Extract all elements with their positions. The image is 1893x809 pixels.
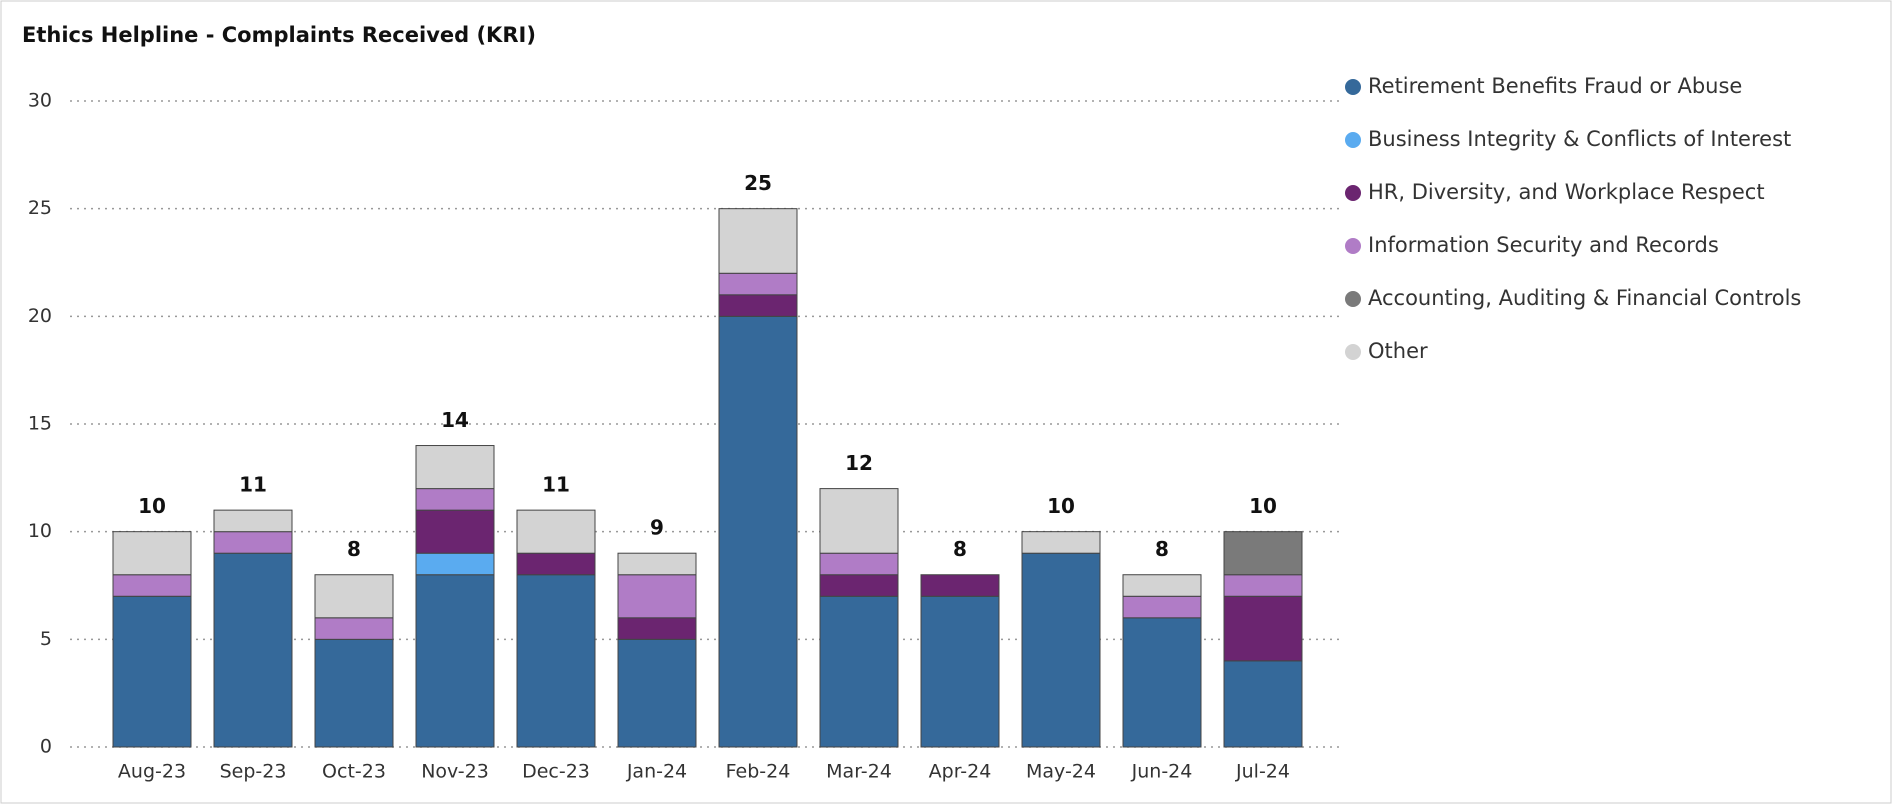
y-tick-label: 30 bbox=[28, 90, 52, 112]
bar-segment bbox=[718, 208, 798, 274]
total-label: 10 bbox=[1047, 494, 1075, 518]
bar-segment bbox=[415, 445, 495, 490]
legend-label: Business Integrity & Conflicts of Intere… bbox=[1368, 127, 1791, 151]
bar-segment bbox=[1021, 552, 1101, 748]
bar-segment bbox=[112, 595, 192, 748]
bar-segment bbox=[617, 638, 697, 748]
x-tick-label: Oct-23 bbox=[322, 761, 386, 783]
bar-segment bbox=[1122, 595, 1202, 619]
x-tick-label: Jun-24 bbox=[1131, 761, 1193, 783]
legend-label: Accounting, Auditing & Financial Control… bbox=[1368, 286, 1801, 310]
total-label: 8 bbox=[953, 537, 967, 561]
legend-label: Other bbox=[1368, 339, 1428, 363]
bar-segment bbox=[819, 595, 899, 748]
x-tick-label: Feb-24 bbox=[726, 761, 791, 783]
bar-segment bbox=[1122, 574, 1202, 597]
legend-marker bbox=[1345, 132, 1361, 148]
bar-segment bbox=[1223, 595, 1303, 662]
bar-segment bbox=[819, 552, 899, 576]
legend-marker bbox=[1345, 79, 1361, 95]
total-label: 9 bbox=[650, 516, 664, 540]
legend-marker bbox=[1345, 238, 1361, 254]
x-tick-label: Dec-23 bbox=[522, 761, 590, 783]
bar-segment bbox=[819, 488, 899, 554]
bar-segment bbox=[1223, 660, 1303, 748]
total-label: 11 bbox=[239, 473, 267, 497]
legend-marker bbox=[1345, 185, 1361, 201]
total-label: 14 bbox=[441, 408, 469, 432]
bar-segment bbox=[617, 552, 697, 576]
bar-segment bbox=[819, 574, 899, 597]
bar-segment bbox=[617, 574, 697, 619]
y-tick-label: 15 bbox=[28, 413, 52, 435]
total-label: 8 bbox=[1155, 537, 1169, 561]
bar-segment bbox=[314, 574, 394, 619]
bar-segment bbox=[415, 509, 495, 554]
bar-segment bbox=[213, 552, 293, 748]
bar-segment bbox=[112, 531, 192, 576]
x-tick-label: Jul-24 bbox=[1235, 761, 1290, 783]
bar-segment bbox=[718, 315, 798, 748]
legend-label: Information Security and Records bbox=[1368, 233, 1719, 257]
bar-segment bbox=[213, 531, 293, 554]
bar-segment bbox=[415, 574, 495, 748]
x-tick-label: Sep-23 bbox=[220, 761, 287, 783]
bar-segment bbox=[112, 574, 192, 597]
bar-segment bbox=[314, 617, 394, 640]
legend-label: Retirement Benefits Fraud or Abuse bbox=[1368, 74, 1742, 98]
total-label: 8 bbox=[347, 537, 361, 561]
bar-segment bbox=[213, 509, 293, 533]
bar-segment bbox=[920, 574, 1000, 597]
total-label: 10 bbox=[138, 494, 166, 518]
y-tick-label: 25 bbox=[28, 197, 52, 219]
bar-segment bbox=[1223, 574, 1303, 597]
y-tick-label: 10 bbox=[28, 520, 52, 542]
bar-segment bbox=[718, 272, 798, 296]
bar-segment bbox=[718, 294, 798, 317]
legend-label: HR, Diversity, and Workplace Respect bbox=[1368, 180, 1765, 204]
total-label: 10 bbox=[1249, 494, 1277, 518]
x-tick-label: Nov-23 bbox=[421, 761, 489, 783]
bar-segment bbox=[1122, 617, 1202, 748]
x-tick-label: Mar-24 bbox=[826, 761, 892, 783]
bar-segment bbox=[516, 574, 596, 748]
total-label: 11 bbox=[542, 473, 570, 497]
legend-marker bbox=[1345, 344, 1361, 360]
bar-segment bbox=[617, 617, 697, 640]
total-label: 12 bbox=[845, 451, 873, 475]
chart-title: Ethics Helpline - Complaints Received (K… bbox=[22, 23, 536, 47]
bar-segment bbox=[1021, 531, 1101, 554]
x-tick-label: Jan-24 bbox=[626, 761, 687, 783]
x-tick-label: Apr-24 bbox=[929, 761, 992, 783]
x-tick-label: May-24 bbox=[1026, 761, 1096, 783]
bar-segment bbox=[1223, 531, 1303, 576]
bar-segment bbox=[415, 488, 495, 511]
bar-segment bbox=[920, 595, 1000, 748]
total-label: 25 bbox=[744, 171, 772, 195]
bar-segment bbox=[516, 552, 596, 576]
y-tick-label: 5 bbox=[40, 628, 52, 650]
x-tick-label: Aug-23 bbox=[118, 761, 186, 783]
bar-segment bbox=[415, 552, 495, 576]
bar-segment bbox=[314, 638, 394, 748]
y-tick-label: 0 bbox=[40, 736, 52, 758]
y-tick-label: 20 bbox=[28, 305, 52, 327]
bar-segment bbox=[516, 509, 596, 554]
legend-marker bbox=[1345, 291, 1361, 307]
